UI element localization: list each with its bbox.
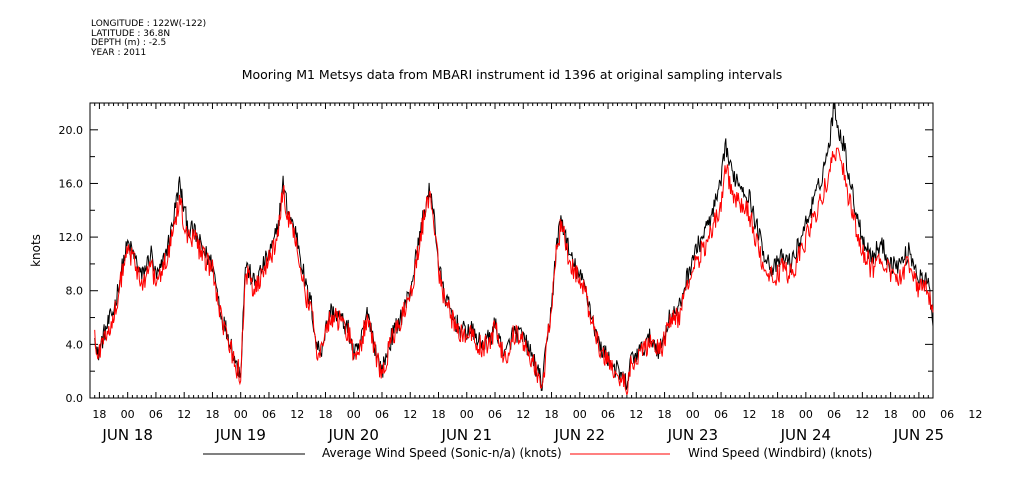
x-day-label: JUN 19 bbox=[214, 426, 265, 444]
y-axis-label: knots bbox=[29, 234, 43, 267]
longitude-label: LONGITUDE : 122W(-122) bbox=[91, 19, 207, 29]
x-hour-tick-label: 06 bbox=[375, 408, 389, 421]
year-label: YEAR : 2011 bbox=[91, 47, 147, 58]
x-hour-tick-label: 06 bbox=[940, 408, 954, 421]
legend-label-average-wind: Average Wind Speed (Sonic-n/a) (knots) bbox=[322, 446, 562, 460]
x-hour-tick-label: 12 bbox=[855, 408, 869, 421]
series-line-windbird bbox=[94, 147, 934, 396]
chart-title: Mooring M1 Metsys data from MBARI instru… bbox=[241, 67, 783, 82]
x-hour-tick-label: 18 bbox=[318, 408, 332, 421]
x-hour-tick-label: 00 bbox=[460, 408, 474, 421]
y-tick-label: 0.0 bbox=[66, 392, 84, 405]
x-hour-tick-label: 12 bbox=[290, 408, 304, 421]
x-hour-tick-label: 06 bbox=[714, 408, 728, 421]
x-hour-tick-label: 18 bbox=[658, 408, 672, 421]
x-hour-tick-label: 06 bbox=[262, 408, 276, 421]
y-tick-label: 12.0 bbox=[59, 231, 84, 244]
legend-label-windbird: Wind Speed (Windbird) (knots) bbox=[688, 446, 873, 460]
x-hour-tick-label: 18 bbox=[771, 408, 785, 421]
x-hour-tick-label: 12 bbox=[742, 408, 756, 421]
x-hour-tick-label: 12 bbox=[516, 408, 530, 421]
x-hour-tick-label: 06 bbox=[488, 408, 502, 421]
depth-label: DEPTH (m) : -2.5 bbox=[91, 38, 167, 48]
x-hour-tick-label: 12 bbox=[629, 408, 643, 421]
series-line-average-wind bbox=[94, 102, 934, 392]
x-day-label: JUN 25 bbox=[893, 426, 944, 444]
x-hour-tick-label: 06 bbox=[827, 408, 841, 421]
latitude-label: LATITUDE : 36.8N bbox=[91, 28, 171, 39]
x-hour-tick-label: 18 bbox=[92, 408, 106, 421]
x-day-label: JUN 22 bbox=[554, 426, 605, 444]
x-hour-tick-label: 12 bbox=[177, 408, 191, 421]
x-hour-tick-label: 06 bbox=[601, 408, 615, 421]
x-hour-tick-label: 00 bbox=[347, 408, 361, 421]
mooring-metadata: LONGITUDE : 122W(-122) LATITUDE : 36.8N … bbox=[91, 19, 207, 58]
x-hour-tick-label: 00 bbox=[573, 408, 587, 421]
x-hour-tick-label: 12 bbox=[968, 408, 982, 421]
y-tick-label: 16.0 bbox=[59, 177, 84, 190]
x-day-label: JUN 18 bbox=[101, 426, 152, 444]
x-hour-tick-label: 06 bbox=[149, 408, 163, 421]
x-hour-tick-label: 18 bbox=[884, 408, 898, 421]
x-hour-tick-label: 00 bbox=[234, 408, 248, 421]
x-hour-tick-label: 00 bbox=[799, 408, 813, 421]
y-tick-label: 8.0 bbox=[66, 285, 84, 298]
x-hour-tick-label: 00 bbox=[121, 408, 135, 421]
x-hour-tick-label: 12 bbox=[403, 408, 417, 421]
x-hour-tick-label: 18 bbox=[432, 408, 446, 421]
x-hour-tick-label: 18 bbox=[545, 408, 559, 421]
x-day-label: JUN 24 bbox=[780, 426, 831, 444]
y-tick-label: 4.0 bbox=[66, 338, 84, 351]
x-day-label: JUN 23 bbox=[667, 426, 718, 444]
x-hour-tick-label: 00 bbox=[686, 408, 700, 421]
x-hour-tick-label: 18 bbox=[205, 408, 219, 421]
legend-entry-windbird: Wind Speed (Windbird) (knots) bbox=[688, 446, 872, 460]
plot-frame bbox=[89, 102, 934, 399]
x-day-label: JUN 21 bbox=[441, 426, 492, 444]
legend-entry-average-wind: Average Wind Speed (Sonic-n/a) (knots) bbox=[322, 446, 562, 460]
y-tick-label: 20.0 bbox=[59, 124, 84, 137]
x-day-label: JUN 20 bbox=[327, 426, 378, 444]
x-hour-tick-label: 00 bbox=[912, 408, 926, 421]
